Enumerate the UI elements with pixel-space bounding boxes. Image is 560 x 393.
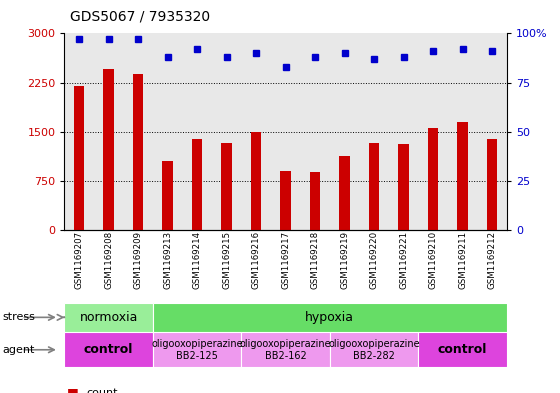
Bar bbox=[418, 332, 507, 367]
Bar bbox=[74, 86, 85, 230]
Text: oligooxopiperazine
BB2-282: oligooxopiperazine BB2-282 bbox=[328, 339, 420, 360]
Bar bbox=[153, 332, 241, 367]
Text: count: count bbox=[87, 388, 118, 393]
Bar bbox=[330, 332, 418, 367]
Bar bbox=[104, 70, 114, 230]
Bar bbox=[162, 161, 173, 230]
Bar bbox=[64, 303, 153, 332]
Text: normoxia: normoxia bbox=[80, 311, 138, 324]
Bar bbox=[64, 332, 153, 367]
Bar bbox=[192, 139, 202, 230]
Text: hypoxia: hypoxia bbox=[305, 311, 354, 324]
Bar bbox=[251, 132, 262, 230]
Bar bbox=[310, 172, 320, 230]
Bar bbox=[369, 143, 379, 230]
Bar bbox=[241, 332, 330, 367]
Text: GDS5067 / 7935320: GDS5067 / 7935320 bbox=[70, 10, 210, 24]
Text: oligooxopiperazine
BB2-162: oligooxopiperazine BB2-162 bbox=[240, 339, 332, 360]
Text: control: control bbox=[84, 343, 133, 356]
Bar bbox=[339, 156, 350, 230]
Bar bbox=[428, 129, 438, 230]
Bar bbox=[458, 122, 468, 230]
Bar bbox=[153, 303, 507, 332]
Bar bbox=[221, 143, 232, 230]
Bar bbox=[398, 144, 409, 230]
Text: oligooxopiperazine
BB2-125: oligooxopiperazine BB2-125 bbox=[151, 339, 243, 360]
Text: stress: stress bbox=[3, 312, 36, 322]
Bar bbox=[487, 139, 497, 230]
Bar bbox=[281, 171, 291, 230]
Bar bbox=[133, 74, 143, 230]
Text: agent: agent bbox=[3, 345, 35, 355]
Text: ■: ■ bbox=[67, 386, 79, 393]
Text: control: control bbox=[438, 343, 487, 356]
